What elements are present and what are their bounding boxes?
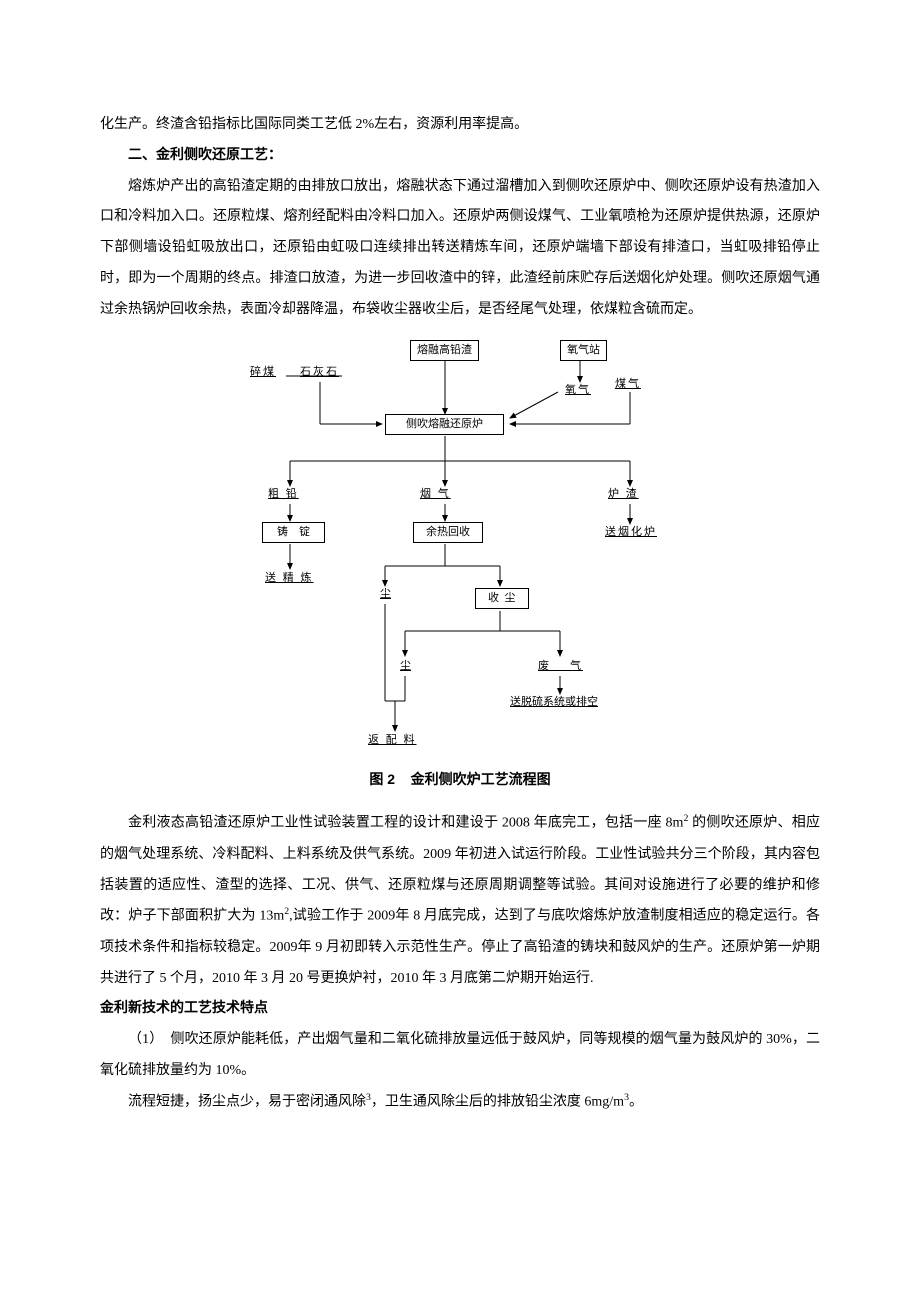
p5-part-c: 。 xyxy=(629,1095,643,1110)
paragraph-body-1: 熔炼炉产出的高铅渣定期的由排放口放出，熔融状态下通过溜槽加入到侧吹还原炉中、侧吹… xyxy=(100,172,820,326)
paragraph-item-1: （1） 侧吹还原炉能耗低，产出烟气量和二氧化硫排放量远低于鼓风炉，同等规模的烟气… xyxy=(100,1025,820,1087)
p5-part-b: ，卫生通风除尘后的排放铅尘浓度 6mg/m xyxy=(371,1095,624,1110)
node-recycle: 返 配 料 xyxy=(368,734,417,747)
node-furnace: 侧吹熔融还原炉 xyxy=(385,414,504,435)
paragraph-item-flow: 流程短捷，扬尘点少，易于密闭通风除3，卫生通风除尘后的排放铅尘浓度 6mg/m3… xyxy=(100,1087,820,1118)
node-coal: 碎煤 xyxy=(250,366,276,379)
node-waste-heat: 余热回收 xyxy=(413,522,483,543)
node-gas: 煤气 xyxy=(615,378,641,391)
node-crude-lead: 粗 铅 xyxy=(268,488,299,501)
section-heading-features: 金利新技术的工艺技术特点 xyxy=(100,994,820,1025)
node-limestone: 石灰石 xyxy=(300,366,339,379)
node-molten-slag: 熔融高铅渣 xyxy=(410,340,479,361)
paragraph-continuation: 化生产。终渣含铅指标比国际同类工艺低 2%左右，资源利用率提高。 xyxy=(100,110,820,141)
node-dust-collect: 收 尘 xyxy=(475,588,529,609)
node-oxygen: 氧气 xyxy=(565,384,591,397)
figure-2-flowchart: 熔融高铅渣 氧气站 碎煤 石灰石 氧气 煤气 侧吹熔融还原炉 粗 铅 烟 气 炉… xyxy=(210,336,710,756)
section-heading-2: 二、金利侧吹还原工艺： xyxy=(100,141,820,172)
node-waste-gas: 废 气 xyxy=(538,660,583,673)
node-ingot: 铸 锭 xyxy=(262,522,325,543)
node-flue-gas: 烟 气 xyxy=(420,488,451,501)
p3-part-a: 金利液态高铅渣还原炉工业性试验装置工程的设计和建设于 2008 年底完工，包括一… xyxy=(128,816,683,831)
node-dust-2: 尘 xyxy=(400,660,411,673)
node-oxygen-station: 氧气站 xyxy=(560,340,607,361)
flowchart-canvas: 熔融高铅渣 氧气站 碎煤 石灰石 氧气 煤气 侧吹熔融还原炉 粗 铅 烟 气 炉… xyxy=(210,336,710,756)
node-slag: 炉 渣 xyxy=(608,488,639,501)
p5-part-a: 流程短捷，扬尘点少，易于密闭通风除 xyxy=(128,1095,366,1110)
figure-2-caption: 图 2 金利侧吹炉工艺流程图 xyxy=(100,764,820,795)
node-refine: 送 精 炼 xyxy=(265,572,314,585)
node-fuming: 送烟化炉 xyxy=(605,526,657,539)
flowchart-lines xyxy=(210,336,710,756)
p3-part-b: 的侧吹还原炉、相应的烟气处理系统、冷料配料、上料系统及供气系统。2009 年初进… xyxy=(100,816,820,924)
paragraph-body-2: 金利液态高铅渣还原炉工业性试验装置工程的设计和建设于 2008 年底完工，包括一… xyxy=(100,808,820,994)
node-dust-1: 尘 xyxy=(380,588,391,601)
node-desulfur: 送脱硫系统或排空 xyxy=(510,696,598,709)
